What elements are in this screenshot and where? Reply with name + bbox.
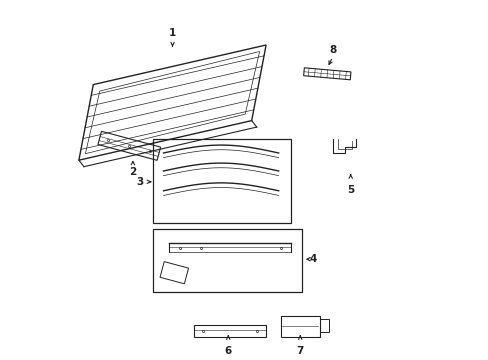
Text: 2: 2 bbox=[129, 167, 136, 177]
Bar bbox=[280, 316, 320, 337]
Text: 7: 7 bbox=[296, 346, 304, 356]
Text: 3: 3 bbox=[136, 177, 143, 187]
Text: 4: 4 bbox=[309, 254, 316, 264]
Text: 8: 8 bbox=[328, 45, 336, 55]
Text: 5: 5 bbox=[346, 185, 354, 195]
Text: 1: 1 bbox=[168, 28, 176, 38]
Bar bbox=[320, 319, 328, 332]
Bar bbox=[152, 139, 291, 223]
Bar bbox=[194, 325, 265, 337]
Text: 6: 6 bbox=[224, 346, 231, 356]
Bar bbox=[152, 229, 302, 292]
